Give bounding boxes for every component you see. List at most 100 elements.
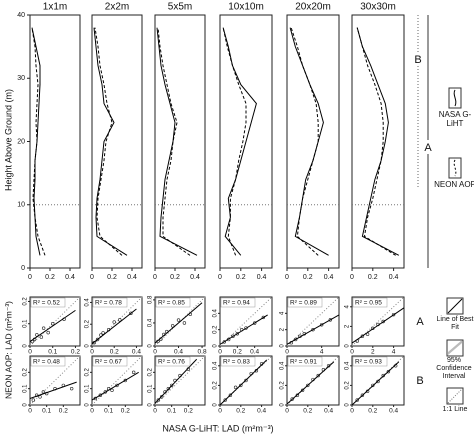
annotation-bg [352,356,388,367]
scatter-point [235,332,240,336]
x-tick-label: 0 [28,349,32,356]
scatter-point [222,340,227,344]
annotation: R² = 0.48 [33,359,60,366]
y-tick-label: 0.1 [148,384,154,393]
legend-label: 1:1 Line [442,406,468,413]
profile-line [290,27,319,256]
legend-label: 95% Confidence Interval [436,357,472,380]
panel-title: 10x10m [228,2,264,13]
fit-line [219,314,268,345]
annotation-bg [155,297,191,308]
scatter-point [182,321,187,325]
scatter-point [376,379,380,384]
annotation-bg [155,356,191,367]
panel-title: 20x20m [295,2,331,13]
scatter-point [110,388,114,392]
panel-title: 2x2m [105,2,129,13]
y-tick-label: 0.2 [85,368,91,377]
scatter-point [371,383,375,388]
x-tick-label: 0.2 [121,408,130,415]
plot-frame [286,14,340,269]
scatter-point [360,393,365,397]
y-axis-label: NEON AOP: LAD (m²m⁻³) [3,301,13,399]
x-tick-label: 0 [218,274,222,281]
x-tick-label: 0 [285,408,289,415]
annotation: R² = 0.89 [290,300,317,307]
plot-frame [219,14,273,269]
profile-line [356,27,396,256]
scatter-point [156,398,161,402]
annotation: R² = 0.67 [95,359,122,366]
y-tick-label: 0 [280,403,286,407]
x-tick-label: 0 [90,274,94,281]
x-tick-label: 0 [218,408,222,415]
fit-line [154,358,198,404]
x-tick-label: 0.4 [132,349,141,356]
x-tick-label: 0.2 [110,349,119,356]
x-tick-label: 0 [285,274,289,281]
y-tick-label: 0 [213,344,219,348]
y-tick-label: 0 [213,403,219,407]
profile-line [93,27,128,256]
annotation: R² = 0.85 [158,300,185,307]
y-tick-label: 2 [345,324,351,328]
x-tick-label: 0.2 [170,274,180,281]
y-tick-label: 0.4 [213,309,219,318]
annotation-bg [287,297,323,308]
scatter-point [386,369,391,374]
y-tick-label: 0 [345,344,351,348]
x-tick-label: 0.4 [324,274,334,281]
y-tick-label: 0.1 [23,319,29,328]
annotation: R² = 0.83 [223,359,250,366]
x-tick-label: 0.1 [48,349,57,356]
annotation: R² = 0.52 [33,300,60,307]
panel-title: 5x5m [168,2,192,13]
fit-line [29,309,76,342]
y-tick-label: 2 [280,327,286,331]
scatter-point [355,398,359,402]
y-tick-label: 20 [17,138,25,145]
x-tick-label: 0.1 [42,408,51,415]
y-tick-label: 0.4 [213,361,219,370]
fit-line [351,361,400,406]
scatter-point [131,370,136,375]
x-tick-label: 0.4 [65,274,75,281]
scatter-point [293,337,298,342]
row-label: B [416,375,423,387]
annotation-bg [30,297,66,308]
x-tick-label: 0.4 [389,408,398,415]
scatter-point [252,321,257,325]
x-tick-label: 0.2 [236,274,246,281]
y-tick-label: 0.4 [280,361,286,370]
legend-icon [453,159,457,177]
scatter-point [306,383,310,388]
scatter-point [223,398,227,402]
y-tick-label: 0.2 [23,368,29,377]
x-tick-label: 0 [153,274,157,281]
panel-title: 1x1m [43,2,67,13]
y-tick-label: 0 [23,403,29,407]
profile-line [356,27,400,256]
scatter-point [159,395,164,399]
y-axis-label: Height Above Ground (m) [3,89,13,191]
profile-line [289,27,329,256]
x-tick-label: 4 [320,349,324,356]
x-tick-label: 0.2 [236,408,245,415]
x-tick-label: 0 [28,274,32,281]
scatter-point [169,383,174,388]
scatter-point [115,383,119,388]
profile-line [156,27,198,256]
scatter-point [103,390,108,394]
annotation-bg [352,297,388,308]
x-tick-label: 4 [392,349,396,356]
scatter-point [290,397,294,401]
fit-line [154,302,203,344]
scatter-point [261,315,266,320]
scatter-point [233,385,238,390]
legend-label: NEON AOP [434,180,474,189]
plot-frame [91,14,143,269]
legend-icon [447,388,463,404]
fit-line [286,361,335,405]
x-tick-label: 0 [350,349,354,356]
